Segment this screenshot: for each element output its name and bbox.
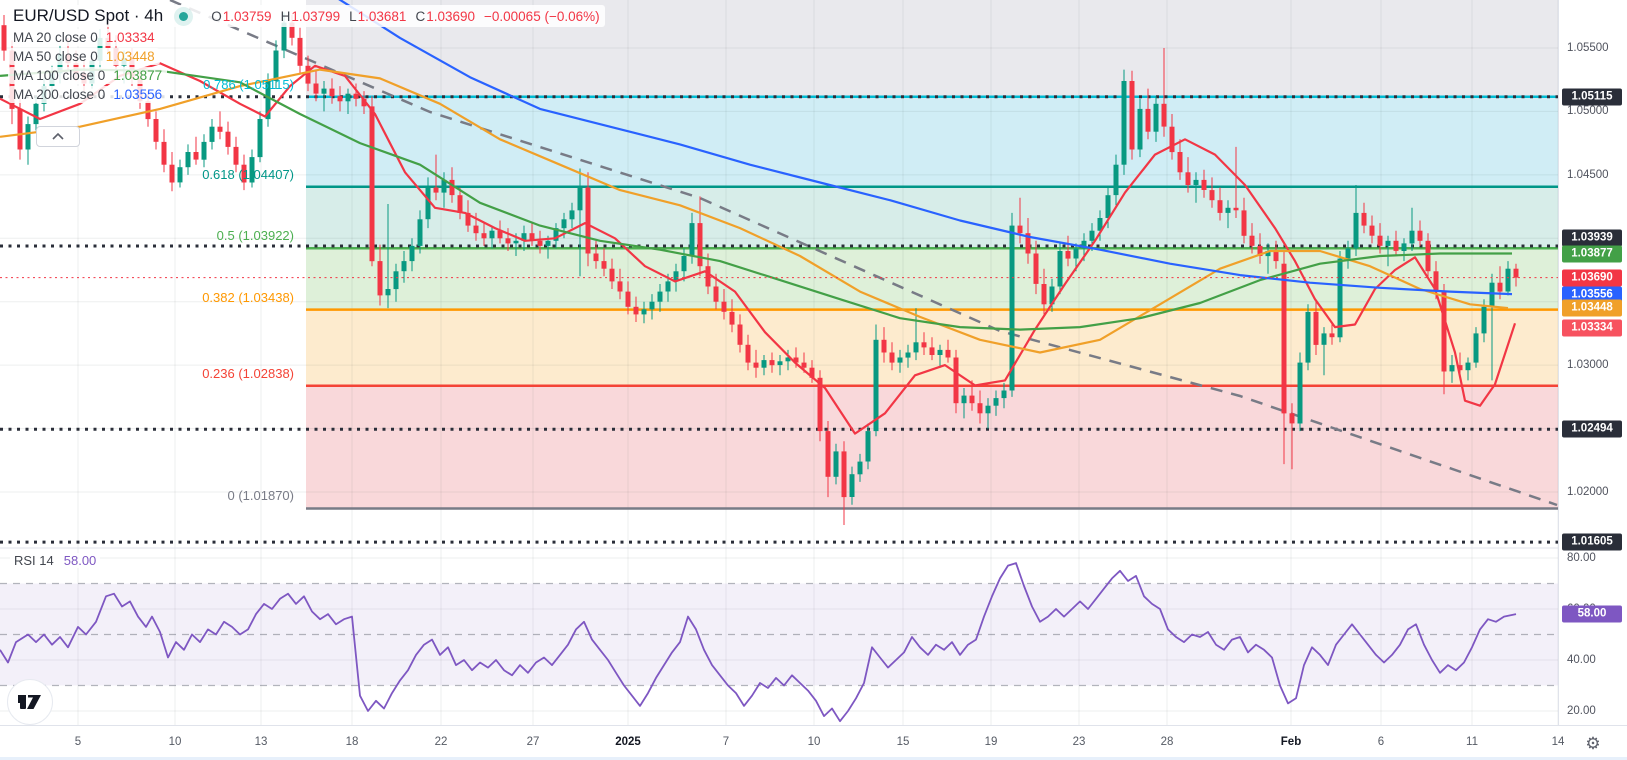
time-axis-label: 2025 — [615, 736, 641, 748]
price-badge: 1.03334 — [1562, 319, 1622, 337]
rsi-value-badge: 58.00 — [1562, 605, 1622, 623]
time-axis-label: 6 — [1377, 736, 1385, 748]
time-axis-label: Feb — [1280, 736, 1302, 748]
fib-level-label: 0.5 (1.03922) — [216, 228, 294, 244]
market-status-dot-icon — [179, 11, 189, 21]
rsi-axis-label: 40.00 — [1567, 654, 1596, 666]
time-axis-label: 28 — [1160, 736, 1174, 748]
price-axis-label: 1.02000 — [1567, 486, 1609, 498]
low-label: L — [349, 8, 357, 24]
low-value: 1.03681 — [357, 8, 407, 24]
symbol-title-row[interactable]: EUR/USD Spot · 4h O 1.03759 H 1.03799 L 1.0… — [8, 5, 605, 27]
time-axis-label: 14 — [1551, 736, 1565, 748]
price-badge: 1.02494 — [1562, 420, 1622, 438]
fib-level-label: 0.382 (1.03438) — [202, 289, 294, 305]
ma-50-value: 1.03448 — [105, 49, 155, 64]
ma-100-legend-row[interactable]: MA 100 close 0 1.03877 — [8, 67, 168, 84]
ma-200-value: 1.03556 — [113, 87, 163, 102]
high-label: H — [280, 8, 291, 24]
time-axis-label: 18 — [345, 736, 359, 748]
ma-20-legend-row[interactable]: MA 20 close 0 1.03334 — [8, 29, 160, 46]
time-axis-label: 7 — [722, 736, 730, 748]
collapse-chevron-icon — [52, 133, 64, 140]
close-value: 1.03690 — [426, 8, 476, 24]
rsi-label: RSI 14 — [14, 553, 54, 568]
price-badge: 1.01605 — [1562, 533, 1622, 551]
price-axis-label: 1.05500 — [1567, 42, 1609, 54]
bottom-strip — [0, 757, 1627, 760]
price-badge: 1.03939 — [1562, 229, 1622, 247]
fib-level-label: 0.236 (1.02838) — [202, 365, 294, 381]
settings-gear-icon[interactable]: ⚙ — [1585, 734, 1601, 753]
rsi-axis-label: 80.00 — [1567, 552, 1596, 564]
ohlc-readout: O 1.03759 H 1.03799 L 1.03681 C 1.03690 −0.0… — [202, 9, 599, 24]
time-axis-label: 10 — [168, 736, 182, 748]
rsi-value: 58.00 — [63, 553, 97, 568]
time-axis-label: 19 — [984, 736, 998, 748]
time-axis[interactable] — [0, 725, 1627, 760]
price-axis-label: 1.03000 — [1567, 359, 1609, 372]
price-badge: 1.03877 — [1562, 245, 1622, 263]
price-axis[interactable] — [1558, 0, 1627, 725]
close-label: C — [415, 8, 426, 24]
ma-50-legend-row[interactable]: MA 50 close 0 1.03448 — [8, 48, 160, 65]
tradingview-logo[interactable] — [7, 679, 53, 725]
time-axis-label: 22 — [434, 736, 448, 748]
symbol-title: EUR/USD Spot · 4h — [13, 6, 164, 25]
open-label: O — [211, 8, 222, 24]
high-value: 1.03799 — [291, 8, 341, 24]
ma-20-value: 1.03334 — [105, 30, 155, 45]
time-axis-label: 11 — [1466, 736, 1478, 748]
ma-100-label: MA 100 close 0 — [13, 68, 106, 83]
fib-level-label: 0 (1.01870) — [227, 488, 295, 504]
price-badge: 1.03448 — [1562, 299, 1622, 317]
change-value: −0.00065 (−0.06%) — [484, 8, 600, 24]
price-badge: 1.03690 — [1562, 269, 1622, 287]
chart-legend: EUR/USD Spot · 4h O 1.03759 H 1.03799 L 1.0… — [8, 5, 605, 105]
open-value: 1.03759 — [222, 8, 272, 24]
tradingview-logo-icon — [18, 695, 41, 709]
time-axis-label: 23 — [1072, 736, 1086, 748]
ma-20-label: MA 20 close 0 — [13, 30, 98, 45]
ma-200-label: MA 200 close 0 — [13, 87, 106, 102]
ma-50-label: MA 50 close 0 — [13, 49, 98, 64]
time-axis-label: 10 — [807, 736, 821, 748]
fib-level-label: 0.786 (1.05115) — [203, 76, 294, 92]
ma-200-legend-row[interactable]: MA 200 close 0 1.03556 — [8, 86, 168, 103]
price-axis-label: 1.04500 — [1567, 168, 1609, 181]
ma-100-value: 1.03877 — [113, 68, 163, 83]
price-axis-label: 1.05000 — [1567, 105, 1609, 118]
fib-level-label: 0.618 (1.04407) — [202, 166, 294, 182]
rsi-axis-label: 20.00 — [1567, 705, 1596, 717]
time-axis-label: 27 — [526, 736, 540, 748]
price-badge: 1.03556 — [1562, 286, 1622, 304]
price-badge: 1.05115 — [1562, 88, 1622, 106]
rsi-legend-row[interactable]: RSI 14 58.00 — [10, 553, 101, 568]
time-axis-label: 5 — [74, 736, 82, 748]
legend-collapse-button[interactable] — [36, 126, 80, 147]
time-axis-label: 15 — [896, 736, 910, 748]
time-axis-label: 13 — [254, 736, 268, 748]
